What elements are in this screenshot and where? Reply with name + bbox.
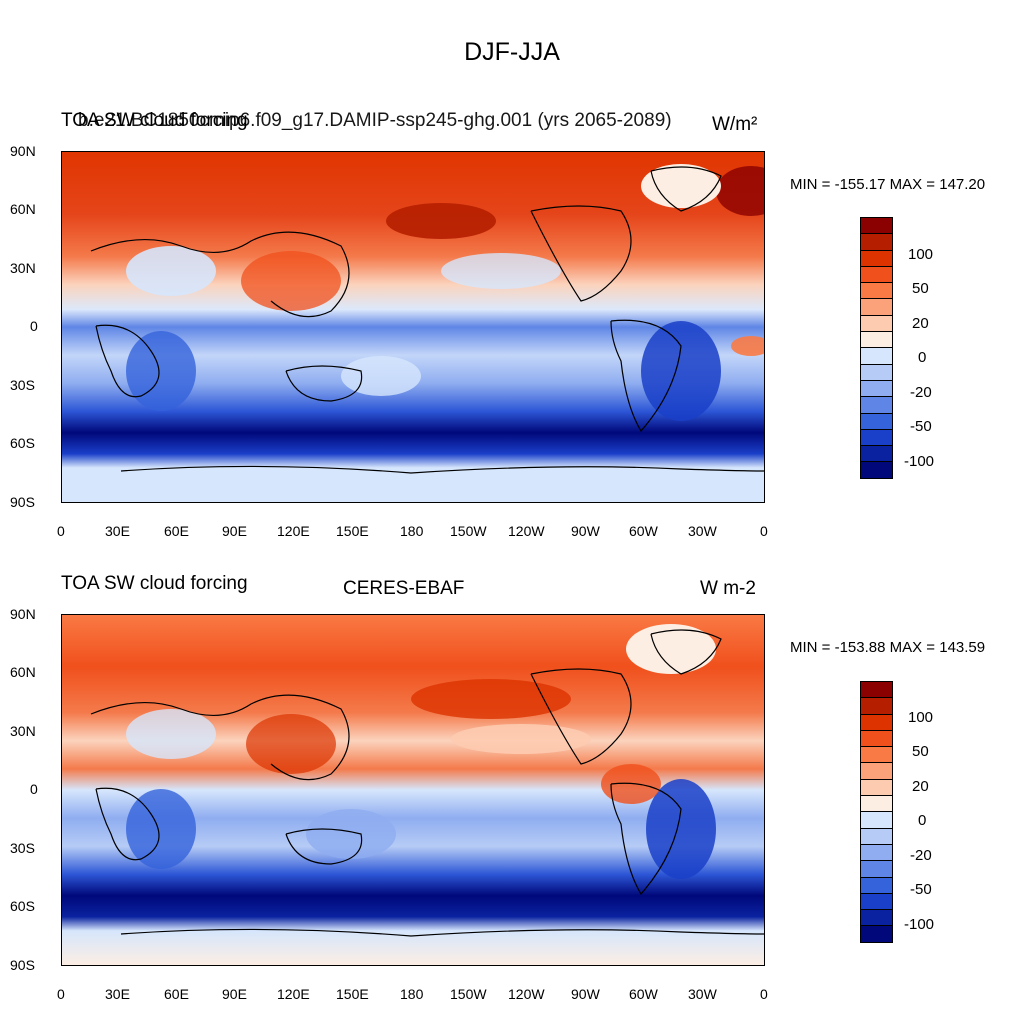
- lon-label: 0: [760, 986, 768, 1002]
- lon-label: 30W: [688, 986, 717, 1002]
- lon-label: 0: [57, 986, 65, 1002]
- lon-label: 120E: [277, 523, 310, 539]
- panel-units: W m-2: [700, 578, 756, 599]
- lon-label: 150E: [336, 523, 369, 539]
- colorbar-swatch: [860, 713, 893, 731]
- figure-title: DJF-JJA: [464, 38, 560, 66]
- colorbar-swatch: [860, 746, 893, 764]
- lon-label: 60W: [629, 523, 658, 539]
- colorbar-swatch: [860, 876, 893, 894]
- colorbar: [860, 681, 893, 943]
- lat-label: 90S: [10, 494, 35, 510]
- lat-label: 30N: [10, 260, 36, 276]
- colorbar-swatch: [860, 681, 893, 699]
- colorbar-swatch: [860, 461, 893, 479]
- colorbar-label: -100: [904, 916, 935, 933]
- lon-label: 60E: [164, 986, 189, 1002]
- colorbar-label: 100: [908, 246, 934, 263]
- colorbar: [860, 217, 893, 479]
- lon-label: 180: [400, 986, 424, 1002]
- lat-label: 90S: [10, 957, 35, 973]
- panel-left-title: TOA SW cloud forcing: [61, 573, 248, 594]
- colorbar-swatch: [860, 827, 893, 845]
- lat-label: 90N: [10, 143, 36, 159]
- panel-observations: TOA SW cloud forcing CERES-EBAF W m-2: [0, 0, 1024, 1002]
- panel-units: W/m²: [712, 114, 758, 135]
- panel-left-title: TOA SW cloud forcing: [61, 110, 248, 131]
- colorbar-swatch: [860, 778, 893, 797]
- colorbar-label: 20: [912, 315, 929, 332]
- lon-label: 30W: [688, 523, 717, 539]
- lon-label: 90W: [571, 523, 600, 539]
- lon-label: 90E: [222, 986, 247, 1002]
- lat-label: 60N: [10, 201, 36, 217]
- colorbar-swatch: [860, 795, 893, 813]
- colorbar-swatch: [860, 843, 893, 862]
- colorbar-label: -100: [904, 453, 935, 470]
- colorbar-label: 50: [912, 280, 929, 297]
- colorbar-swatch: [860, 762, 893, 780]
- lon-label: 30E: [105, 986, 130, 1002]
- lon-label: 30E: [105, 523, 130, 539]
- panel-center-title: CERES-EBAF: [343, 578, 465, 599]
- lat-label: 30S: [10, 840, 35, 856]
- lon-label: 120W: [508, 523, 545, 539]
- lat-label: 0: [30, 318, 38, 334]
- panel-center-title: b.e21.BC1850cmip6.f09_g17.DAMIP-ssp245-g…: [78, 110, 672, 131]
- colorbar-label: 50: [912, 743, 929, 760]
- lat-label: 60N: [10, 664, 36, 680]
- colorbar-swatch: [860, 729, 893, 748]
- map-field-observations: [61, 614, 765, 966]
- panel-model: TOA SW cloud forcing b.e21.BC1850cmip6.f…: [0, 0, 1024, 539]
- lat-label: 30N: [10, 723, 36, 739]
- map-frame: [61, 614, 765, 966]
- colorbar-swatch: [860, 925, 893, 943]
- lon-label: 90W: [571, 986, 600, 1002]
- lon-label: 60W: [629, 986, 658, 1002]
- colorbar-swatch: [860, 892, 893, 911]
- colorbar-label: 20: [912, 778, 929, 795]
- lon-label: 180: [400, 523, 424, 539]
- lon-label: 120E: [277, 986, 310, 1002]
- lon-label: 150E: [336, 986, 369, 1002]
- colorbar-label: -20: [910, 847, 932, 864]
- colorbar-label: 100: [908, 709, 934, 726]
- colorbar-label: -20: [910, 384, 932, 401]
- lon-label: 120W: [508, 986, 545, 1002]
- lon-label: 90E: [222, 523, 247, 539]
- colorbar-swatch: [860, 860, 893, 878]
- lat-label: 30S: [10, 377, 35, 393]
- lon-label: 150W: [450, 986, 487, 1002]
- colorbar-label: 0: [918, 349, 927, 366]
- min-max-text: MIN = -153.88 MAX = 143.59: [790, 639, 986, 656]
- lon-label: 150W: [450, 523, 487, 539]
- lat-label: 90N: [10, 606, 36, 622]
- min-max-text: MIN = -155.17 MAX = 147.20: [790, 176, 986, 193]
- colorbar-label: 0: [918, 812, 927, 829]
- lon-label: 0: [760, 523, 768, 539]
- lon-label: 0: [57, 523, 65, 539]
- lat-label: 0: [30, 781, 38, 797]
- map-field-model: [61, 151, 765, 503]
- lat-label: 60S: [10, 898, 35, 914]
- colorbar-label: -50: [910, 881, 932, 898]
- colorbar-swatch: [860, 697, 893, 715]
- colorbar-swatch: [860, 811, 893, 829]
- lat-label: 60S: [10, 435, 35, 451]
- lon-label: 60E: [164, 523, 189, 539]
- colorbar-swatch: [860, 909, 893, 927]
- colorbar-label: -50: [910, 418, 932, 435]
- map-frame: [61, 151, 765, 503]
